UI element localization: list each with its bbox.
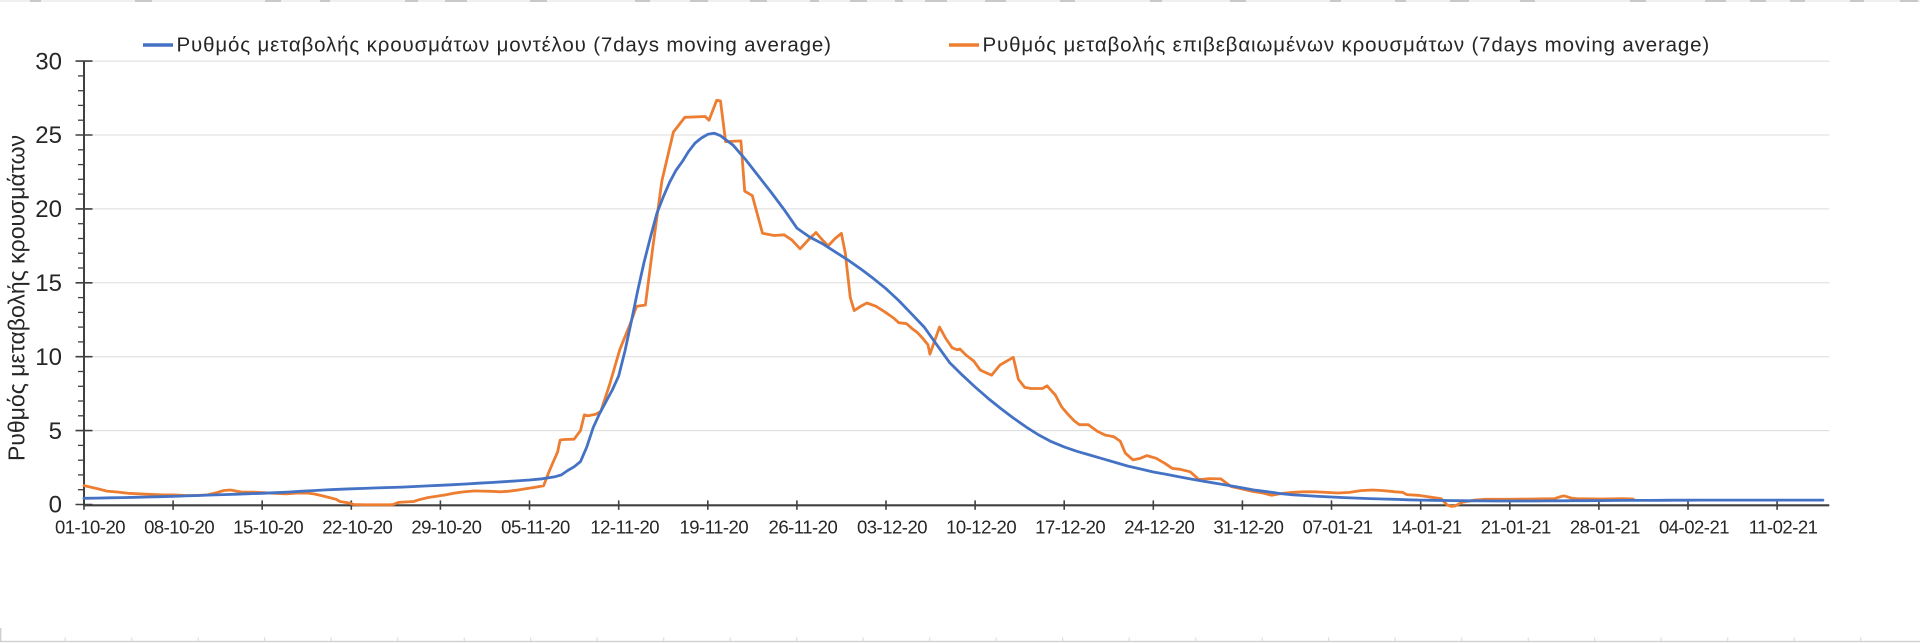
svg-text:15-10-20: 15-10-20 bbox=[233, 517, 303, 538]
svg-text:04-02-21: 04-02-21 bbox=[1659, 517, 1729, 538]
svg-text:12-11-20: 12-11-20 bbox=[590, 517, 659, 538]
svg-text:21-01-21: 21-01-21 bbox=[1481, 517, 1551, 538]
svg-text:Ρυθμός μεταβολής κρουσμάτων: Ρυθμός μεταβολής κρουσμάτων bbox=[4, 135, 30, 461]
svg-text:05-11-20: 05-11-20 bbox=[501, 517, 570, 538]
svg-text:29-10-20: 29-10-20 bbox=[411, 517, 481, 538]
svg-text:19-11-20: 19-11-20 bbox=[679, 517, 748, 538]
svg-text:Ρυθμός μεταβολής κρουσμάτων μο: Ρυθμός μεταβολής κρουσμάτων μοντέλου (7d… bbox=[177, 34, 832, 57]
svg-text:Ρυθμός μεταβολής επιβεβαιωμένω: Ρυθμός μεταβολής επιβεβαιωμένων κρουσμάτ… bbox=[983, 34, 1711, 57]
svg-text:10: 10 bbox=[35, 344, 62, 371]
svg-text:28-01-21: 28-01-21 bbox=[1570, 517, 1640, 538]
svg-text:07-01-21: 07-01-21 bbox=[1302, 517, 1372, 538]
svg-text:0: 0 bbox=[49, 492, 62, 519]
svg-text:17-12-20: 17-12-20 bbox=[1035, 517, 1105, 538]
svg-text:10-12-20: 10-12-20 bbox=[946, 517, 1016, 538]
svg-text:25: 25 bbox=[35, 122, 62, 149]
svg-text:20: 20 bbox=[35, 196, 62, 223]
svg-text:22-10-20: 22-10-20 bbox=[322, 517, 392, 538]
svg-text:14-01-21: 14-01-21 bbox=[1392, 517, 1462, 538]
svg-text:26-11-20: 26-11-20 bbox=[769, 517, 838, 538]
svg-text:03-12-20: 03-12-20 bbox=[857, 517, 927, 538]
svg-text:31-12-20: 31-12-20 bbox=[1213, 517, 1283, 538]
svg-text:24-12-20: 24-12-20 bbox=[1124, 517, 1194, 538]
svg-text:01-10-20: 01-10-20 bbox=[55, 517, 125, 538]
svg-text:30: 30 bbox=[35, 48, 62, 75]
svg-text:5: 5 bbox=[49, 418, 62, 445]
svg-text:08-10-20: 08-10-20 bbox=[144, 517, 214, 538]
svg-text:15: 15 bbox=[35, 270, 62, 297]
svg-text:11-02-21: 11-02-21 bbox=[1749, 517, 1818, 538]
